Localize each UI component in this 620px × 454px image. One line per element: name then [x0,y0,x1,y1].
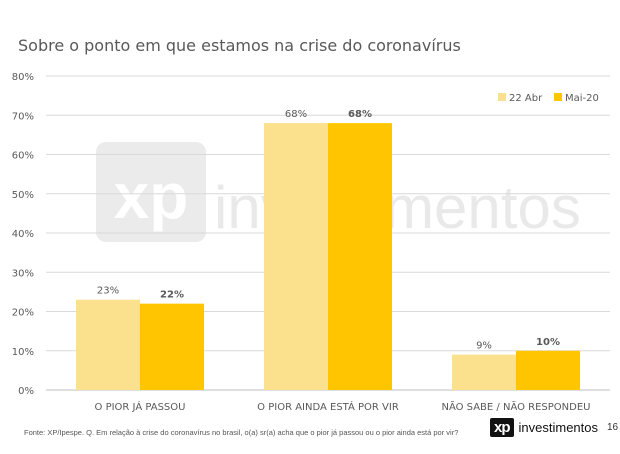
data-label: 10% [536,337,560,348]
chart-title: Sobre o ponto em que estamos na crise do… [18,36,461,55]
y-tick-label: 80% [12,72,34,83]
data-label: 9% [476,341,492,352]
y-tick-label: 0% [18,386,34,397]
brand-name: investimentos [518,420,598,435]
bar [516,350,580,390]
page-number: 16 [607,422,619,433]
data-label: 68% [285,109,307,120]
data-label: 22% [160,290,184,301]
legend-swatch [554,93,562,101]
x-category-label: O PIOR JÁ PASSOU [95,400,186,413]
xp-logo-badge: xp [490,418,514,437]
x-category-label: O PIOR AINDA ESTÁ POR VIR [257,400,399,413]
bar [76,299,140,390]
y-tick-label: 10% [12,347,34,358]
source-note: Fonte: XP/Ipespe. Q. Em relação à crise … [24,428,459,437]
y-tick-label: 70% [12,111,34,122]
y-tick-label: 60% [12,151,34,162]
x-category-label: NÃO SABE / NÃO RESPONDEU [441,400,590,413]
bar [140,303,204,390]
svg-text:xp: xp [114,160,189,232]
y-tick-label: 50% [12,190,34,201]
legend-swatch [498,93,506,101]
legend-label: Mai-20 [565,93,599,104]
data-label: 68% [348,109,372,120]
bar [452,354,516,390]
brand-logo: xp investimentos 16 [490,418,618,437]
data-label: 23% [97,286,119,297]
bar [264,123,328,390]
legend-label: 22 Abr [509,93,543,104]
bar [328,123,392,390]
y-tick-label: 30% [12,268,34,279]
y-tick-label: 20% [12,308,34,319]
y-tick-label: 40% [12,229,34,240]
